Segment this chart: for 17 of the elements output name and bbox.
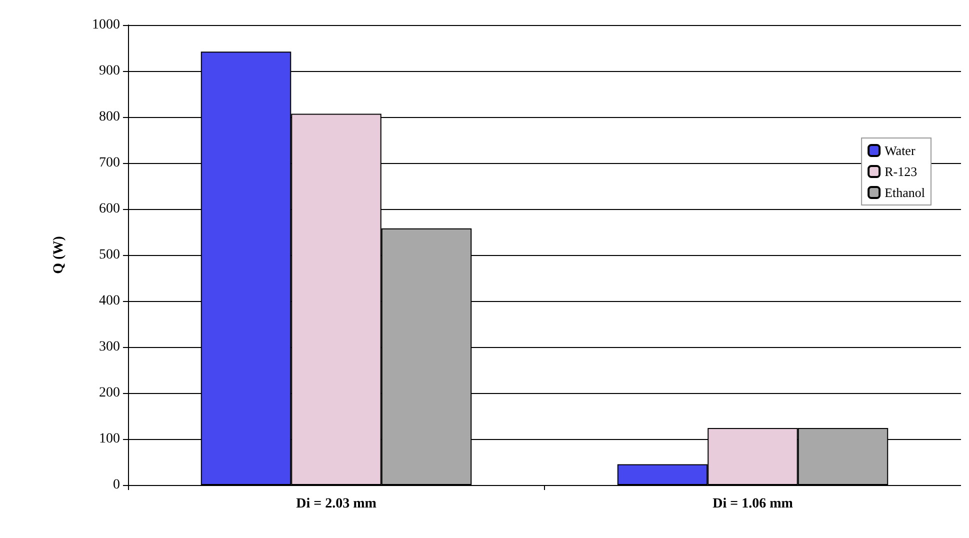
x-tick-label: Di = 1.06 mm [712,496,794,512]
y-tick-label: 500 [99,248,120,262]
y-tick-label: 700 [99,156,120,170]
y-tick-label: 800 [99,110,120,124]
y-tick-label: 100 [99,432,120,446]
y-tick-label: 300 [99,340,120,354]
legend-label: R-123 [884,164,918,179]
y-tick-label: 0 [113,478,120,492]
legend-label: Ethanol [884,185,926,200]
y-axis-title: Q (W) [52,236,66,274]
x-tick-label: Di = 2.03 mm [296,496,377,512]
y-tick-label: 900 [99,64,120,78]
y-tick-label: 600 [99,202,120,216]
y-tick-label: 1000 [92,18,120,32]
y-tick-label: 400 [99,294,120,308]
y-tick-label: 200 [99,386,120,400]
legend-label: Water [884,143,916,158]
